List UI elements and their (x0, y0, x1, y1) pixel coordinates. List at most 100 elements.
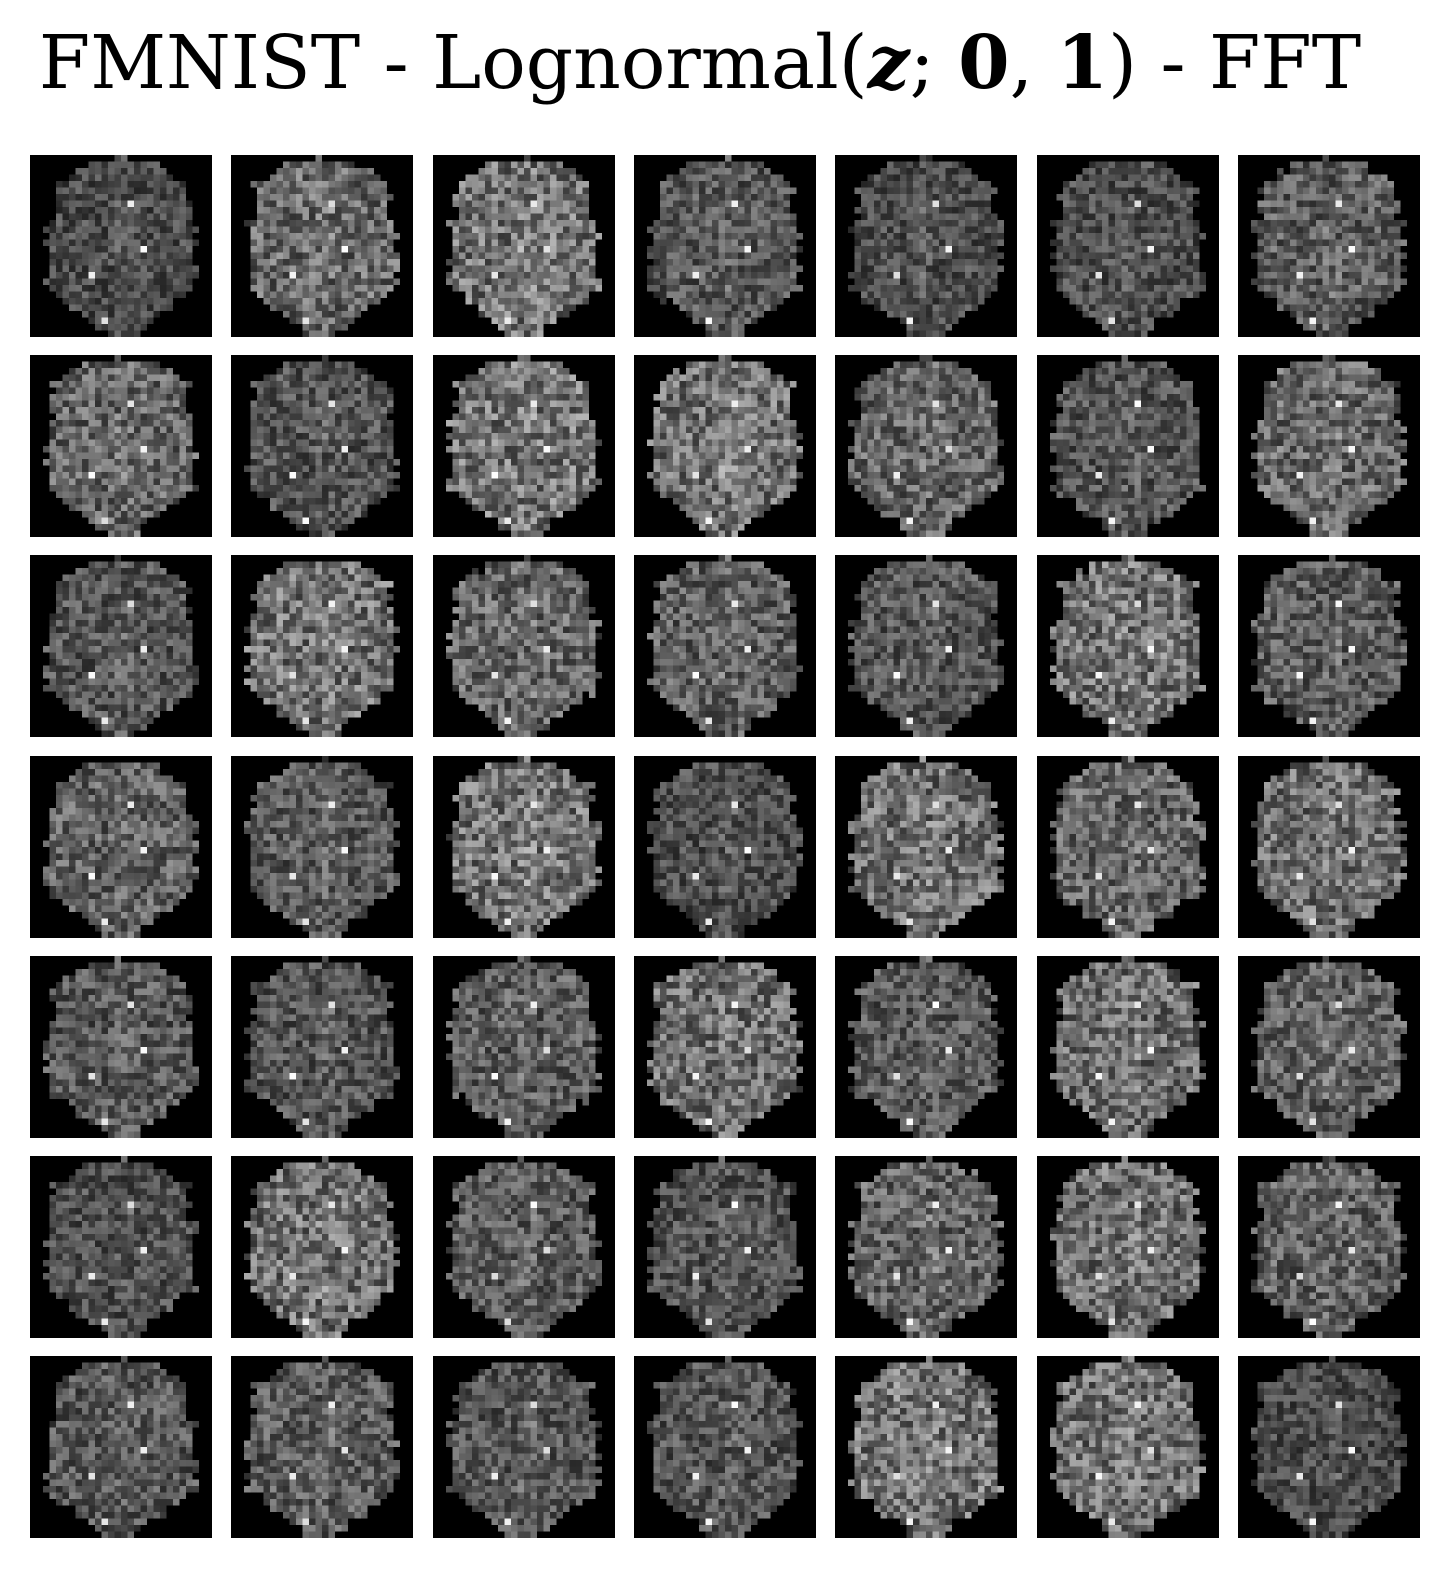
sample-pixels (433, 1156, 615, 1338)
sample-pixels (433, 756, 615, 938)
sample-pixels (1037, 555, 1219, 737)
sample-pixels (1238, 1356, 1420, 1538)
sample-pixels (1037, 1356, 1219, 1538)
sample-pixels (1238, 756, 1420, 938)
sample-pixels (1037, 756, 1219, 938)
figure-title: FMNIST - Lognormal(z; 0, 1) - FFT (0, 20, 1400, 106)
sample-pixels (30, 155, 212, 337)
sample-pixels (1238, 155, 1420, 337)
sample-image-r1-c1 (30, 155, 212, 337)
sample-image-r3-c4 (634, 555, 816, 737)
sample-image-r6-c5 (835, 1156, 1017, 1338)
sample-pixels (1238, 555, 1420, 737)
sample-image-r5-c7 (1238, 956, 1420, 1138)
sample-pixels (835, 355, 1017, 537)
sample-image-r3-c7 (1238, 555, 1420, 737)
sample-image-r7-c3 (433, 1356, 615, 1538)
sample-image-r1-c2 (231, 155, 413, 337)
sample-pixels (1037, 956, 1219, 1138)
sample-image-r5-c4 (634, 956, 816, 1138)
title-cov-vector: 1 (1056, 20, 1109, 106)
sample-image-r2-c1 (30, 355, 212, 537)
sample-image-r1-c4 (634, 155, 816, 337)
sample-image-r6-c4 (634, 1156, 816, 1338)
sample-image-r4-c6 (1037, 756, 1219, 938)
sample-image-r2-c5 (835, 355, 1017, 537)
sample-image-r7-c4 (634, 1356, 816, 1538)
sample-pixels (231, 155, 413, 337)
sample-image-r5-c3 (433, 956, 615, 1138)
sample-pixels (30, 956, 212, 1138)
title-suffix: ) - FFT (1108, 20, 1362, 106)
sample-pixels (433, 555, 615, 737)
sample-pixels (30, 1356, 212, 1538)
sample-image-r3-c3 (433, 555, 615, 737)
sample-image-r7-c6 (1037, 1356, 1219, 1538)
sample-pixels (1037, 1156, 1219, 1338)
sample-pixels (835, 756, 1017, 938)
sample-image-r7-c1 (30, 1356, 212, 1538)
title-part-prefix: FMNIST - Lognormal( (38, 20, 868, 106)
sample-pixels (1037, 155, 1219, 337)
sample-image-r1-c3 (433, 155, 615, 337)
sample-image-r3-c6 (1037, 555, 1219, 737)
title-variable-z: z (867, 20, 910, 106)
title-comma: , (1009, 20, 1057, 106)
sample-image-r1-c7 (1238, 155, 1420, 337)
title-separator: ; (909, 20, 959, 106)
sample-pixels (634, 555, 816, 737)
sample-image-r2-c7 (1238, 355, 1420, 537)
sample-pixels (231, 1156, 413, 1338)
sample-pixels (30, 555, 212, 737)
sample-pixels (634, 355, 816, 537)
sample-pixels (634, 1356, 816, 1538)
sample-pixels (231, 956, 413, 1138)
sample-image-r4-c5 (835, 756, 1017, 938)
sample-image-r3-c1 (30, 555, 212, 737)
sample-image-r2-c3 (433, 355, 615, 537)
sample-pixels (1238, 1156, 1420, 1338)
sample-image-r4-c7 (1238, 756, 1420, 938)
sample-image-r2-c6 (1037, 355, 1219, 537)
sample-pixels (433, 956, 615, 1138)
sample-image-r6-c2 (231, 1156, 413, 1338)
sample-pixels (634, 155, 816, 337)
sample-image-r5-c2 (231, 956, 413, 1138)
sample-pixels (433, 1356, 615, 1538)
sample-image-r6-c7 (1238, 1156, 1420, 1338)
sample-pixels (433, 155, 615, 337)
sample-pixels (30, 1156, 212, 1338)
sample-pixels (634, 956, 816, 1138)
sample-image-r1-c6 (1037, 155, 1219, 337)
sample-pixels (231, 1356, 413, 1538)
sample-pixels (835, 555, 1017, 737)
sample-image-r5-c5 (835, 956, 1017, 1138)
sample-pixels (835, 155, 1017, 337)
sample-grid (30, 155, 1420, 1538)
sample-pixels (835, 1356, 1017, 1538)
sample-image-r5-c6 (1037, 956, 1219, 1138)
sample-image-r7-c7 (1238, 1356, 1420, 1538)
sample-image-r4-c2 (231, 756, 413, 938)
sample-pixels (1037, 355, 1219, 537)
sample-image-r6-c1 (30, 1156, 212, 1338)
sample-pixels (231, 756, 413, 938)
sample-pixels (231, 355, 413, 537)
sample-image-r7-c5 (835, 1356, 1017, 1538)
sample-pixels (1238, 355, 1420, 537)
sample-pixels (835, 956, 1017, 1138)
sample-image-r7-c2 (231, 1356, 413, 1538)
sample-image-r6-c6 (1037, 1156, 1219, 1338)
sample-image-r3-c5 (835, 555, 1017, 737)
sample-image-r4-c4 (634, 756, 816, 938)
sample-image-r6-c3 (433, 1156, 615, 1338)
sample-pixels (30, 355, 212, 537)
sample-pixels (634, 756, 816, 938)
sample-image-r4-c1 (30, 756, 212, 938)
sample-pixels (433, 355, 615, 537)
sample-pixels (835, 1156, 1017, 1338)
sample-pixels (231, 555, 413, 737)
sample-pixels (30, 756, 212, 938)
sample-image-r2-c2 (231, 355, 413, 537)
sample-image-r2-c4 (634, 355, 816, 537)
